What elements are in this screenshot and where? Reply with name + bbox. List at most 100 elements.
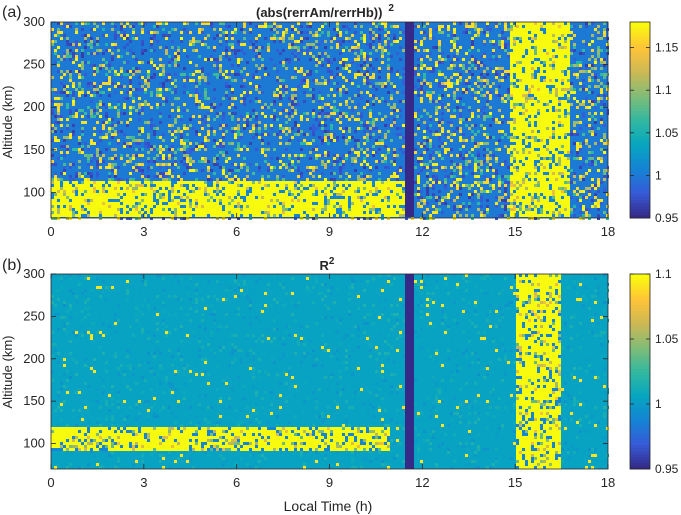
colorbar-segment — [630, 126, 650, 130]
colorbar-segment — [630, 322, 650, 327]
colorbar-segment — [630, 92, 650, 96]
colorbar-segment — [630, 147, 650, 152]
x-tick-label: 9 — [326, 224, 333, 239]
ylabel-a: Altitude (km) — [0, 86, 15, 159]
colorbar-segment — [630, 64, 650, 69]
colorbar-segment — [630, 359, 650, 363]
y-tick-label: 250 — [23, 57, 45, 72]
colorbar-segment — [630, 401, 650, 406]
colorbar-segment — [630, 389, 650, 394]
colorbar-segment — [630, 153, 650, 158]
colorbar-segment — [630, 331, 650, 336]
colorbar-segment — [630, 208, 650, 213]
y-tick-label: 100 — [23, 436, 45, 451]
colorbar-segment — [630, 156, 650, 161]
colorbar-segment — [630, 295, 650, 299]
x-tick-label: 0 — [47, 475, 54, 490]
colorbar-segment — [630, 374, 650, 379]
title-b: R2 — [320, 256, 335, 273]
colorbar-segment — [630, 444, 650, 449]
y-tick-label: 300 — [23, 14, 45, 29]
colorbar-segment — [630, 181, 650, 185]
colorbar-tick-label: 1 — [655, 397, 662, 411]
xlabel-b: Local Time (h) — [284, 498, 373, 514]
colorbar-segment — [630, 43, 650, 47]
colorbar-segment — [630, 144, 650, 149]
colorbar-segment — [630, 447, 650, 452]
colorbar-tick-label: 1.1 — [655, 83, 672, 97]
colorbar-segment — [630, 80, 650, 84]
colorbar-segment — [630, 22, 650, 26]
colorbar-segment — [630, 337, 650, 342]
colorbar-tick-label: 1.15 — [655, 41, 679, 55]
colorbar-a: 0.95 1 1.05 1.1 1.15 — [629, 21, 679, 225]
colorbar-segment — [630, 123, 650, 127]
colorbar-box — [629, 21, 651, 219]
colorbar-segment — [630, 172, 650, 176]
colorbar-segment — [630, 414, 650, 418]
heatmap-cells — [51, 22, 609, 220]
colorbar-segment — [630, 417, 650, 421]
colorbar-segment — [630, 132, 650, 136]
colorbar-segment — [630, 138, 650, 142]
colorbar-segment — [630, 77, 650, 81]
colorbar-segment — [630, 162, 650, 167]
colorbar-segment — [630, 187, 650, 191]
panel-label-b: (b) — [2, 257, 22, 274]
colorbar-segment — [630, 462, 650, 467]
colorbar-segment — [630, 113, 650, 118]
colorbar-segment — [630, 289, 650, 293]
colorbar-segment — [630, 86, 650, 90]
colorbar-segment — [630, 313, 650, 318]
x-tick-label: 12 — [415, 475, 429, 490]
colorbar-segment — [630, 386, 650, 391]
colorbar-segment — [630, 31, 650, 35]
colorbar-segment — [630, 107, 650, 112]
colorbar-segment — [630, 438, 650, 443]
y-tick-label: 300 — [23, 266, 45, 281]
x-tick-label: 12 — [415, 224, 429, 239]
colorbar-segment — [630, 205, 650, 210]
colorbar-tick-label: 1.1 — [655, 267, 672, 281]
colorbar-segment — [630, 211, 650, 216]
x-tick-label: 18 — [601, 224, 615, 239]
colorbar-segment — [630, 196, 650, 201]
colorbar-segment — [630, 286, 650, 290]
colorbar-segment — [630, 104, 650, 109]
colorbar-segment — [630, 395, 650, 400]
colorbar-tick-label: 1.05 — [655, 332, 679, 346]
colorbar-segment — [630, 202, 650, 207]
colorbar-segment — [630, 408, 650, 412]
colorbar-segment — [630, 25, 650, 29]
colorbar-segment — [630, 292, 650, 296]
colorbar-segment — [630, 429, 650, 433]
colorbar-segment — [630, 310, 650, 315]
colorbar-segment — [630, 159, 650, 164]
colorbar-segment — [630, 214, 650, 219]
colorbar-segment — [630, 135, 650, 139]
x-tick-label: 6 — [233, 475, 240, 490]
colorbar-segment — [630, 110, 650, 115]
colorbar-segment — [630, 456, 650, 461]
y-tick-label: 150 — [23, 142, 45, 157]
colorbar-segment — [630, 377, 650, 382]
colorbar-segment — [630, 334, 650, 339]
x-tick-label: 18 — [601, 475, 615, 490]
colorbar-segment — [630, 307, 650, 312]
colorbar-segment — [630, 420, 650, 424]
colorbar-segment — [630, 365, 650, 369]
x-tick-label: 3 — [140, 224, 147, 239]
colorbar-segment — [630, 353, 650, 357]
colorbar-segment — [630, 450, 650, 455]
y-tick-label: 200 — [23, 99, 45, 114]
colorbar-segment — [630, 319, 650, 324]
colorbar-segment — [630, 426, 650, 430]
colorbar-segment — [630, 28, 650, 32]
colorbar-tick-label: 1 — [655, 168, 662, 182]
colorbar-segment — [630, 283, 650, 287]
colorbar-segment — [630, 184, 650, 188]
colorbar-segment — [630, 58, 650, 63]
colorbar-segment — [630, 165, 650, 170]
x-tick-label: 6 — [233, 224, 240, 239]
panel-b: (b) R2 Altitude (km) Local Time (h) 0 3 6 9… — [0, 256, 679, 514]
